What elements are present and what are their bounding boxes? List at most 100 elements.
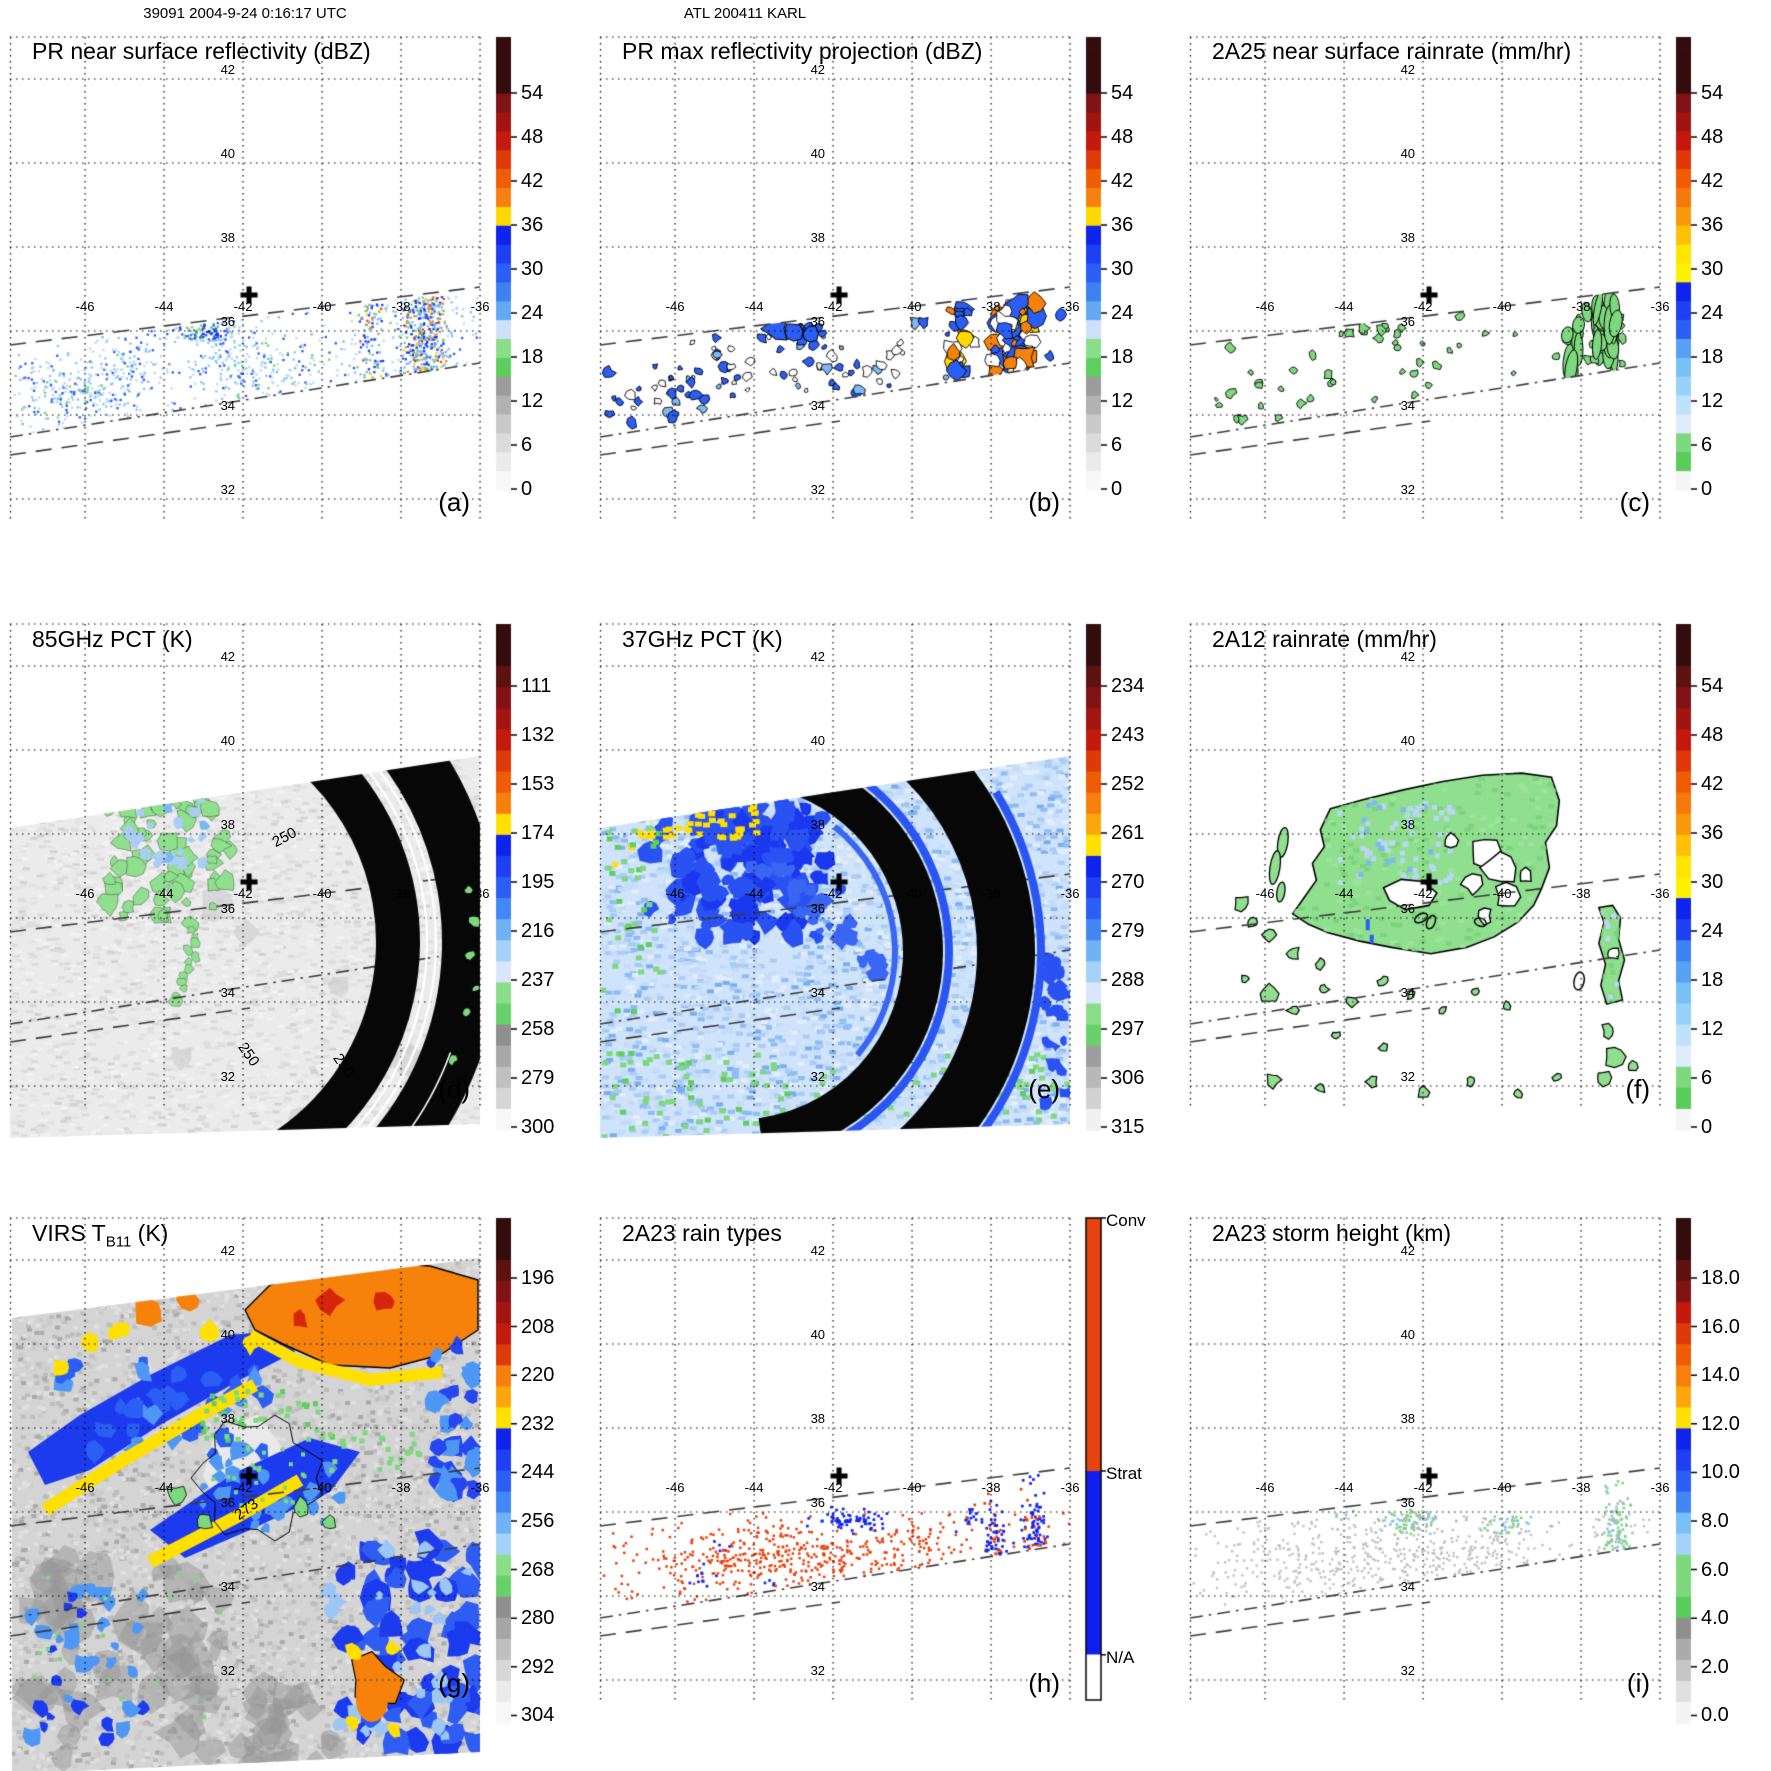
colorbar-category-label: Conv <box>1106 1211 1146 1230</box>
colorbar-tick-label: 36 <box>1111 214 1134 236</box>
lon-label: -42 <box>823 299 843 314</box>
lon-label: -44 <box>154 299 174 314</box>
lon-label: -44 <box>154 886 174 901</box>
lat-label: 40 <box>810 146 826 161</box>
panel-g-title: VIRS TB11 (K) <box>32 1220 169 1251</box>
lon-label: -36 <box>1060 886 1080 901</box>
lat-label: 42 <box>810 62 826 77</box>
lon-label: -36 <box>1060 1480 1080 1495</box>
colorbar-tick-label: 244 <box>521 1461 555 1484</box>
lon-label: -38 <box>981 1480 1001 1495</box>
colorbar-tick-label: 270 <box>1111 871 1145 893</box>
colorbar-tick-label: 36 <box>521 214 544 236</box>
lat-label: 32 <box>220 482 236 497</box>
colorbar-tick-label: 195 <box>521 871 555 893</box>
colorbar-tick-label: 18 <box>521 346 544 368</box>
colorbar-tick-label: 14.0 <box>1701 1364 1740 1387</box>
lat-label: 36 <box>1400 1495 1416 1510</box>
colorbar-tick-label: 279 <box>521 1067 555 1089</box>
colorbar-tick-label: 8.0 <box>1701 1510 1729 1532</box>
lat-label: 34 <box>810 398 826 413</box>
colorbar-tick-label: 6 <box>1701 1067 1713 1089</box>
lon-label: -42 <box>233 1480 253 1495</box>
lon-label: -44 <box>1334 1480 1354 1495</box>
colorbar-tick-label: 252 <box>1111 773 1145 795</box>
panel-b-title: PR max reflectivity projection (dBZ) <box>622 38 983 64</box>
colorbar-tick-label: 304 <box>521 1704 555 1727</box>
colorbar-tick-label: 0 <box>1701 478 1713 500</box>
colorbar-tick-label: 12.0 <box>1701 1412 1740 1435</box>
lat-label: 40 <box>810 733 826 748</box>
lat-label: 42 <box>220 62 236 77</box>
lon-label: -42 <box>823 886 843 901</box>
colorbar-tick-label: 111 <box>521 675 552 697</box>
lat-label: 38 <box>810 230 826 245</box>
storm-name-header: ATL 200411 KARL <box>683 5 807 22</box>
lon-label: -42 <box>233 886 253 901</box>
lon-label: -38 <box>391 1480 411 1495</box>
lat-label: 34 <box>1400 985 1416 1000</box>
panel-g-letter: (g) <box>438 1668 470 1698</box>
lat-label: 32 <box>1400 1663 1416 1678</box>
colorbar-tick-label: 268 <box>521 1558 555 1581</box>
colorbar-tick-label: 30 <box>521 258 544 280</box>
lon-label: -38 <box>1571 886 1591 901</box>
colorbar-tick-label: 279 <box>1111 920 1145 942</box>
colorbar-tick-label: 36 <box>1701 214 1724 236</box>
lat-label: 38 <box>1400 230 1416 245</box>
lon-label: -46 <box>75 299 95 314</box>
lat-label: 40 <box>810 1327 826 1342</box>
lon-label: -40 <box>312 299 332 314</box>
colorbar-tick-label: 54 <box>521 82 544 104</box>
panel-c-title: 2A25 near surface rainrate (mm/hr) <box>1212 38 1572 64</box>
colorbar-tick-label: 6 <box>521 434 533 456</box>
colorbar-tick-label: 0.0 <box>1701 1704 1729 1727</box>
lon-label: -46 <box>1255 886 1275 901</box>
colorbar-tick-label: 48 <box>1111 126 1134 148</box>
panel-a-letter: (a) <box>438 487 470 517</box>
panel-f-title: 2A12 rainrate (mm/hr) <box>1212 626 1437 652</box>
lon-label: -38 <box>391 299 411 314</box>
lon-label: -38 <box>1571 1480 1591 1495</box>
colorbar-tick-label: 48 <box>1701 126 1724 148</box>
colorbar-tick-label: 18 <box>1111 346 1134 368</box>
lat-label: 34 <box>810 1579 826 1594</box>
colorbar-tick-label: 6 <box>1701 434 1713 456</box>
colorbar-tick-label: 292 <box>521 1655 555 1678</box>
colorbar-tick-label: 18 <box>1701 969 1724 991</box>
lat-label: 40 <box>220 146 236 161</box>
lat-label: 40 <box>1400 1327 1416 1342</box>
lon-label: -44 <box>1334 299 1354 314</box>
colorbar-tick-label: 42 <box>1701 170 1724 192</box>
lon-label: -44 <box>744 886 764 901</box>
lat-label: 38 <box>1400 1411 1416 1426</box>
panel-b-letter: (b) <box>1028 487 1060 517</box>
lat-label: 36 <box>1400 901 1416 916</box>
lon-label: -40 <box>312 886 332 901</box>
colorbar-tick-label: 288 <box>1111 969 1145 991</box>
lon-label: -40 <box>312 1480 332 1495</box>
colorbar-tick-label: 54 <box>1701 675 1724 697</box>
lat-label: 38 <box>1400 817 1416 832</box>
colorbar-tick-label: 36 <box>1701 822 1724 844</box>
colorbar-tick-label: 30 <box>1701 871 1724 893</box>
lon-label: -38 <box>981 886 1001 901</box>
lon-label: -40 <box>1492 299 1512 314</box>
panel-d-title: 85GHz PCT (K) <box>32 626 193 652</box>
colorbar-tick-label: 216 <box>521 920 555 942</box>
lon-label: -36 <box>470 886 490 901</box>
colorbar-tick-label: 243 <box>1111 724 1145 746</box>
lat-label: 38 <box>220 1411 236 1426</box>
lon-label: -40 <box>902 886 922 901</box>
lat-label: 40 <box>1400 146 1416 161</box>
lat-label: 38 <box>810 817 826 832</box>
panel-f-letter: (f) <box>1625 1074 1650 1104</box>
colorbar-tick-label: 280 <box>521 1607 555 1630</box>
colorbar-tick-label: 12 <box>1701 1018 1724 1040</box>
lat-label: 34 <box>220 985 236 1000</box>
lon-label: -36 <box>1650 1480 1670 1495</box>
lat-label: 36 <box>810 314 826 329</box>
colorbar-tick-label: 48 <box>521 126 544 148</box>
lat-label: 32 <box>220 1069 236 1084</box>
